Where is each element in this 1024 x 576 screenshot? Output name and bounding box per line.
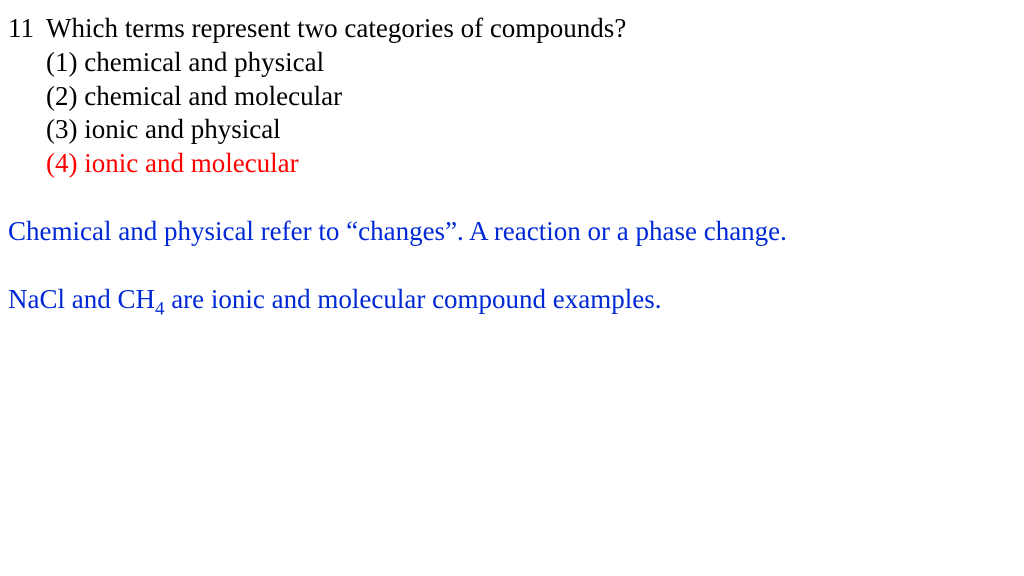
choice-4: (4) ionic and molecular (46, 147, 1016, 181)
question-text: Which terms represent two categories of … (46, 12, 626, 46)
explanation-line-1: Chemical and physical refer to “changes”… (8, 215, 1016, 249)
choice-1: (1) chemical and physical (46, 46, 1016, 80)
choice-2: (2) chemical and molecular (46, 80, 1016, 114)
choice-3: (3) ionic and physical (46, 113, 1016, 147)
answer-choices: (1) chemical and physical (2) chemical a… (46, 46, 1016, 181)
question-row: 11 Which terms represent two categories … (8, 12, 1016, 46)
question-number: 11 (8, 12, 46, 46)
explanation-line-2-post: are ionic and molecular compound example… (164, 284, 661, 314)
explanation-line-2: NaCl and CH4 are ionic and molecular com… (8, 283, 1016, 321)
explanation-line-2-pre: NaCl and CH (8, 284, 155, 314)
